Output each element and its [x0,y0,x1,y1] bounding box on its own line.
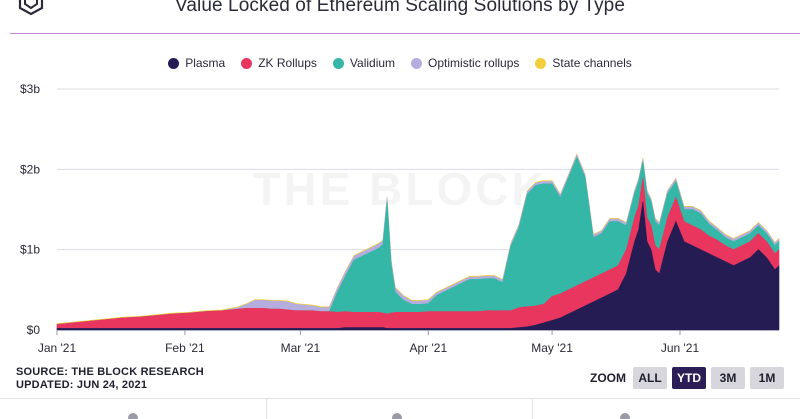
source-line: SOURCE: THE BLOCK RESEARCH [16,366,204,378]
y-tick-label: $2b [20,162,40,176]
legend-label: Plasma [185,56,226,70]
x-tick-label: May '21 [531,341,573,355]
area-series-plasma[interactable] [56,201,780,331]
zoom-label: ZOOM [590,371,626,385]
zoom-all-button[interactable]: ALL [633,367,667,389]
zoom-3m-button[interactable]: 3M [711,367,745,389]
y-tick-label: $1b [20,243,40,257]
legend-item[interactable]: Optimistic rollups [411,56,519,70]
legend-label: Optimistic rollups [428,56,520,70]
title-divider [10,33,800,34]
chart-legend: Plasma ZK Rollups Validium Optimistic rollu… [0,56,800,70]
footer-icon [620,413,630,419]
source-note: SOURCE: THE BLOCK RESEARCH UPDATED: JUN … [16,366,204,392]
y-tick-label: $0 [27,323,41,337]
x-tick-label: Jun '21 [661,341,700,355]
legend-item[interactable]: Validium [332,56,396,70]
the-block-cube-icon [18,0,44,16]
footer-icon [392,413,402,419]
legend-item[interactable]: State channels [535,56,632,70]
watermark: THE BLOCK [252,163,547,215]
legend-swatch [332,57,344,69]
legend-item[interactable]: Plasma [168,56,225,70]
legend-swatch [411,57,423,69]
legend-item[interactable]: ZK Rollups [241,56,317,70]
zoom-1m-button[interactable]: 1M [750,367,784,389]
zoom-controls: ZOOM ALL YTD 3M 1M [590,367,784,389]
footer-icon [128,413,138,419]
area-chart: THE BLOCK $0 $1b $2b $3b Jan '21 Feb '21 Mar … [20,82,780,355]
x-tick-label: Feb '21 [165,341,205,355]
legend-label: ZK Rollups [258,56,317,70]
footer-divider [0,398,800,399]
footer-separator [532,398,533,419]
x-tick-label: Jan '21 [38,341,77,355]
legend-label: State channels [552,56,632,70]
updated-line: UPDATED: JUN 24, 2021 [16,379,148,391]
x-tick-label: Mar '21 [281,341,321,355]
zoom-ytd-button[interactable]: YTD [672,367,706,389]
legend-label: Validium [349,56,396,70]
x-tick-label: Apr '21 [409,341,447,355]
footer-separator [266,398,267,419]
y-tick-label: $3b [20,82,40,96]
chart-title: Value Locked of Ethereum Scaling Solutio… [174,0,625,16]
legend-swatch [241,57,253,69]
legend-swatch [168,57,180,69]
legend-swatch [535,57,547,69]
